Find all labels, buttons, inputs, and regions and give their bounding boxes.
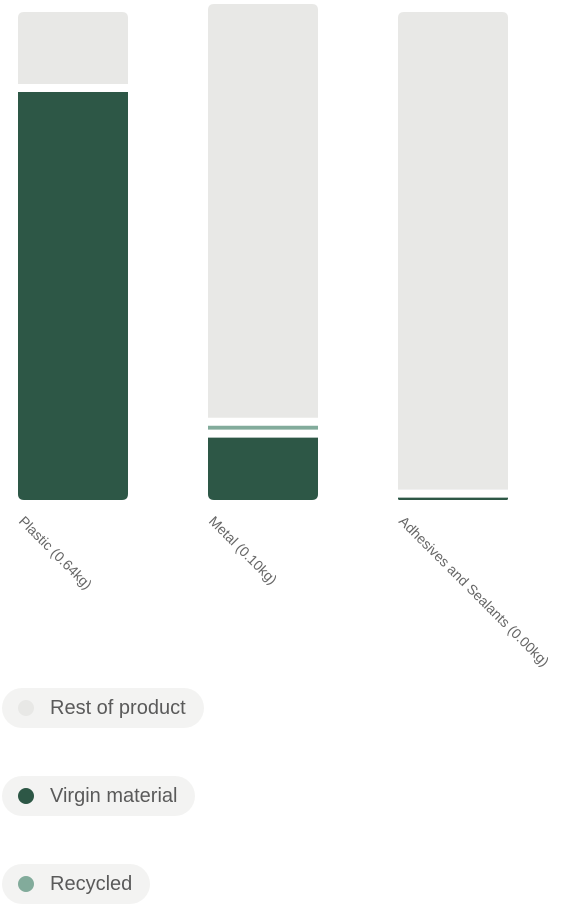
x-tick-label-metal: Metal (0.10kg) (206, 513, 281, 588)
legend-item-rest-of-product[interactable]: Rest of product (2, 688, 204, 728)
legend-dot-virgin (18, 788, 34, 804)
legend: Rest of product Virgin material Recycled (2, 688, 262, 904)
bar-metal-virgin-material[interactable] (208, 437, 318, 500)
bar-metal-recycled[interactable] (208, 425, 318, 430)
legend-dot-recycled (18, 876, 34, 892)
x-tick-label-plastic: Plastic (0.64kg) (16, 513, 96, 593)
bar-plastic-rest-of-product[interactable] (18, 12, 128, 84)
legend-label-rest: Rest of product (50, 696, 186, 719)
x-tick-label-adhesives-and-sealants: Adhesives and Sealants (0.00kg) (396, 513, 553, 670)
stacked-bar-chart: Plastic (0.64kg) Metal (0.10kg) Adhesives … (16, 4, 553, 670)
legend-item-recycled[interactable]: Recycled (2, 864, 151, 904)
legend-label-recycled: Recycled (50, 872, 133, 895)
bar-adhesives-and-sealants-virgin-material[interactable] (398, 497, 508, 500)
legend-item-virgin-material[interactable]: Virgin material (2, 776, 196, 816)
legend-label-virgin: Virgin material (50, 784, 178, 807)
legend-dot-rest (18, 700, 34, 716)
bar-plastic-virgin-material[interactable] (18, 92, 128, 500)
bar-metal-rest-of-product[interactable] (208, 4, 318, 418)
bar-adhesives-and-sealants-rest-of-product[interactable] (398, 12, 508, 490)
